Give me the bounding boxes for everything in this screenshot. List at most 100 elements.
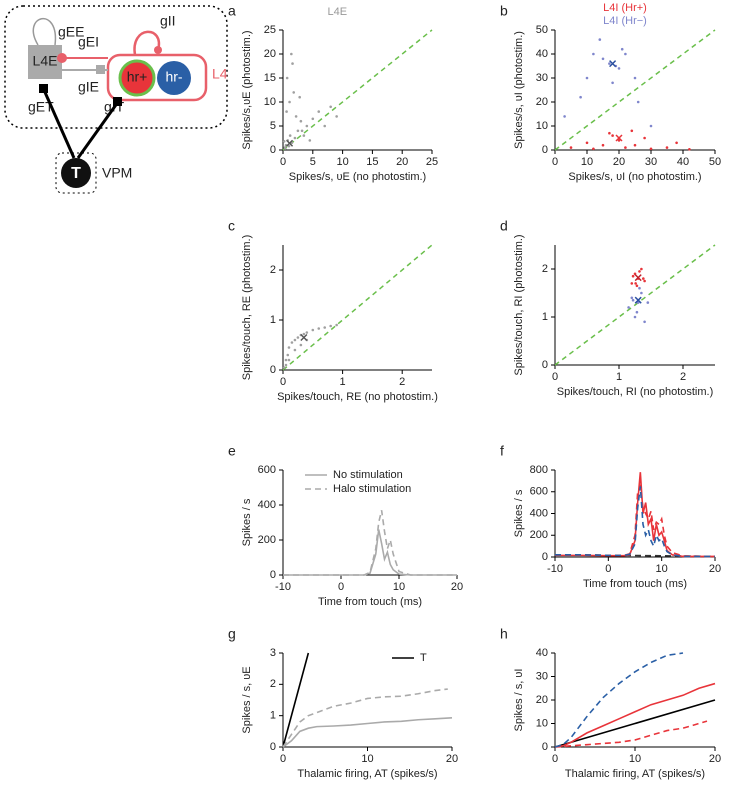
panel-letter: f [500, 443, 504, 459]
hr-plus-node [118, 59, 156, 97]
weight-label: gEI [78, 34, 99, 50]
y-tick-label: 10 [536, 717, 548, 729]
line-series [282, 717, 453, 748]
y-tick-label: 10 [264, 96, 276, 108]
vpm-box [55, 152, 97, 194]
synapse [113, 97, 122, 106]
y-tick-label: 50 [536, 24, 548, 36]
point [302, 332, 306, 336]
x-axis-label: Spikes/touch, RE (no photostim.) [277, 391, 438, 403]
line-series [555, 486, 715, 558]
point [608, 62, 611, 65]
mean-marker [609, 60, 617, 68]
point [620, 47, 624, 51]
y-tick-label: 2 [270, 678, 276, 690]
panel-letter: g [228, 626, 236, 642]
y-axis-label: Spikes / s, υI [513, 669, 525, 732]
line-series [554, 720, 708, 748]
y-tick-label: 0 [270, 144, 276, 156]
t-node [61, 158, 91, 188]
x-tick-label: 15 [366, 156, 378, 168]
y-tick-label: 1 [270, 710, 276, 722]
point [608, 131, 611, 135]
chart-title: L4E [328, 6, 348, 18]
point [634, 282, 637, 285]
ii-loop [133, 30, 161, 56]
point [285, 110, 288, 113]
point [638, 270, 641, 273]
line-series [554, 699, 716, 748]
x-tick-label: 1 [616, 371, 622, 383]
point [633, 143, 637, 147]
identity-line [554, 29, 716, 151]
point [282, 366, 286, 369]
point [617, 139, 621, 142]
x-tick-label: 2 [680, 371, 686, 383]
legend-label: T [420, 652, 427, 664]
point [323, 326, 327, 329]
mean-marker [615, 134, 623, 142]
panel-letter: d [500, 218, 508, 234]
synapse [96, 65, 105, 74]
point [335, 115, 338, 118]
x-tick-label: 0 [552, 371, 558, 383]
identity-line [554, 244, 716, 366]
x-tick-label: 10 [629, 753, 641, 765]
point [630, 296, 634, 300]
point [288, 100, 291, 104]
point [292, 91, 296, 94]
point [294, 115, 298, 118]
point [633, 315, 637, 319]
y-tick-label: 200 [530, 529, 548, 541]
y-tick-label: 600 [258, 464, 276, 476]
x-tick-label: 20 [709, 753, 721, 765]
y-tick-label: 400 [530, 507, 548, 519]
y-axis-label: Spikes / s [513, 489, 525, 537]
mean-marker [286, 139, 294, 147]
x-tick-label: 50 [709, 156, 721, 168]
synapse [57, 53, 67, 63]
point [642, 277, 645, 280]
line-series [554, 682, 716, 748]
x-tick-label: 20 [446, 753, 458, 765]
point [585, 141, 589, 145]
point [305, 124, 309, 128]
point [630, 129, 634, 133]
y-tick-label: 15 [264, 72, 276, 84]
point [329, 105, 332, 109]
hr-minus-node [157, 61, 191, 95]
point [630, 282, 634, 285]
y-axis-label: Spikes/s,υE (photostim.) [241, 30, 253, 149]
point [631, 274, 635, 278]
line-series [282, 652, 310, 748]
y-tick-label: 40 [536, 647, 548, 659]
point [646, 301, 650, 304]
y-tick-label: 10 [536, 120, 548, 132]
x-tick-label: 0 [552, 156, 558, 168]
point [317, 327, 321, 330]
x-tick-label: 20 [613, 156, 625, 168]
point [299, 119, 303, 123]
x-tick-label: 0 [280, 376, 286, 388]
legend-label: L4I (Hr+) [603, 2, 647, 14]
point [601, 143, 605, 147]
point [291, 62, 294, 65]
point [640, 267, 643, 271]
panel-letter: a [228, 3, 236, 19]
x-tick-label: -10 [547, 563, 563, 575]
x-tick-label: 10 [361, 753, 373, 765]
point [282, 140, 286, 143]
point [284, 147, 287, 150]
x-axis-label: Time from touch (ms) [318, 596, 422, 608]
x-tick-label: 1 [340, 376, 346, 388]
y-axis-label: Spikes/touch, RI (photostim.) [513, 234, 525, 375]
point [302, 134, 306, 137]
point [296, 336, 300, 339]
point [636, 301, 640, 304]
y-axis-label: Spikes / s, υE [241, 666, 253, 733]
line-series [283, 510, 457, 576]
line-series [282, 688, 448, 748]
identity-line [282, 244, 433, 371]
